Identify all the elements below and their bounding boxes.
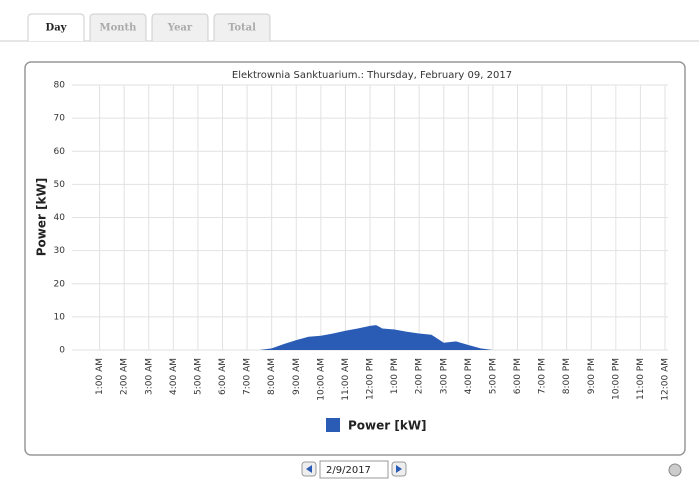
x-tick-label: 6:00 AM <box>218 358 228 395</box>
x-tick-label: 7:00 PM <box>538 358 548 394</box>
tab-label[interactable]: Year <box>167 23 193 34</box>
date-navigator: 2/9/2017 <box>301 460 407 479</box>
x-tick-label: 10:00 PM <box>611 358 621 400</box>
x-tick-label: 4:00 PM <box>464 358 474 394</box>
y-tick-label: 30 <box>54 246 66 256</box>
x-tick-label: 3:00 PM <box>439 358 449 394</box>
y-tick-label: 40 <box>54 213 66 223</box>
tab-label[interactable]: Total <box>228 23 256 34</box>
x-tick-label: 1:00 PM <box>390 358 400 394</box>
plot-area: 0 10 20 30 40 50 60 70 80 1:00 AM 2:00 AM 3:00 AM 4:… <box>54 81 671 401</box>
legend-swatch <box>326 418 340 432</box>
area <box>259 325 493 350</box>
x-tick-label: 12:00 PM <box>366 358 376 400</box>
date-input[interactable] <box>319 460 389 479</box>
x-tick-label: 2:00 PM <box>415 358 425 394</box>
x-tick-label: 4:00 AM <box>169 358 179 395</box>
next-arrow <box>396 465 402 473</box>
prev-arrow <box>306 465 312 473</box>
x-tick-label: 5:00 PM <box>488 358 498 394</box>
y-tick-label: 80 <box>54 81 66 91</box>
tab[interactable] <box>89 13 147 41</box>
y-tick-label: 10 <box>54 312 66 322</box>
x-tick-label: 5:00 AM <box>193 358 203 395</box>
x-tick-label: 7:00 AM <box>243 358 253 395</box>
x-tick-label: 11:00 AM <box>341 358 351 401</box>
legend-label: Power [kW] <box>348 419 427 433</box>
y-tick-label: 20 <box>54 279 66 289</box>
tab[interactable] <box>213 13 271 41</box>
x-tick-label: 3:00 AM <box>144 358 154 395</box>
x-tick-label: 8:00 AM <box>267 358 277 395</box>
tab[interactable] <box>151 13 209 41</box>
y-tick-label: 0 <box>59 346 65 356</box>
x-tick-label: 12:00 AM <box>661 358 671 401</box>
date-text: 2/9/2017 <box>326 465 371 476</box>
y-tick-label: 50 <box>54 180 66 190</box>
tab-bar: Day Month Year Total <box>27 13 271 41</box>
y-axis-label: Power [kW] <box>35 178 49 257</box>
y-tick-label: 60 <box>54 147 66 157</box>
chart-title: Elektrownia Sanktuarium.: Thursday, Febr… <box>232 70 512 81</box>
tab-label[interactable]: Month <box>100 23 138 34</box>
x-tick-label: 9:00 AM <box>292 358 302 395</box>
x-tick-label: 9:00 PM <box>587 358 597 394</box>
x-tick-label: 6:00 PM <box>513 358 523 394</box>
y-tick-label: 70 <box>54 114 66 124</box>
x-tick-label: 8:00 PM <box>562 358 572 394</box>
export-icon[interactable] <box>668 463 682 477</box>
tab-label[interactable]: Day <box>46 23 68 34</box>
x-tick-label: 10:00 AM <box>316 358 326 401</box>
x-tick-label: 1:00 AM <box>95 358 105 395</box>
x-tick-label: 2:00 AM <box>120 358 130 395</box>
x-tick-label: 11:00 PM <box>636 358 646 400</box>
tab[interactable] <box>27 13 85 41</box>
